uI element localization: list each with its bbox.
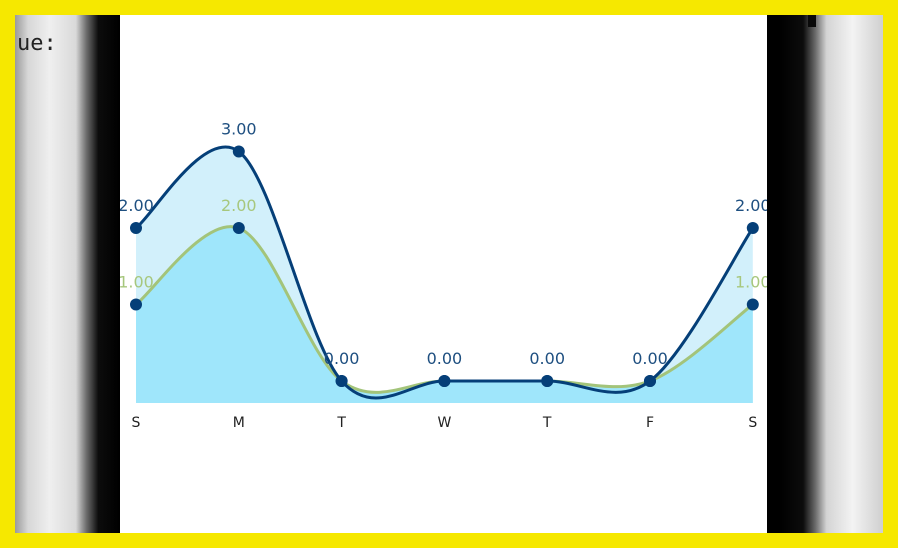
series-1-point [130,222,142,234]
series-2-data-label: 1.00 [120,273,154,292]
series-2-point [541,375,554,387]
series-1-point [232,145,245,158]
series-2-point [746,298,759,311]
area-chart: 2.00 3.00 0.00 0.00 0.00 0.00 2.00 1.00 2.00 1.00… [120,120,767,432]
chart-screen: 2.00 3.00 0.00 0.00 0.00 0.00 2.00 1.00 2.00 1.00… [120,15,767,533]
series-2-point [438,375,451,387]
x-tick-label: T [542,415,552,431]
device-frame: ue: 2.00 3.00 0.00 0.00 0.00 0.00 2.00 1.00 2.00… [15,15,883,533]
series-2-data-label: 2.00 [221,196,257,215]
series-1-data-label: 0.00 [427,349,463,368]
x-tick-label: S [132,415,141,431]
series-1-data-label: 3.00 [221,120,257,139]
series-2-point [644,375,656,387]
x-tick-label: M [233,415,245,431]
series-2-point [335,375,348,387]
series-1-data-label: 2.00 [120,196,154,215]
series-1-data-label: 0.00 [324,349,360,368]
series-1-point [746,222,759,234]
series-2-data-label: 1.00 [735,273,767,292]
x-tick-label: W [437,415,451,431]
series-2-area [136,226,753,403]
device-notch [808,15,816,27]
series-2-point [232,222,245,234]
x-tick-label: F [646,415,654,431]
series-1-data-label: 2.00 [735,196,767,215]
series-1-data-label: 0.00 [529,349,565,368]
x-tick-label: S [748,415,757,431]
background-code-text: ue: [17,31,57,56]
series-1-data-label: 0.00 [632,349,668,368]
x-tick-label: T [336,415,346,431]
series-2-point [130,298,142,311]
